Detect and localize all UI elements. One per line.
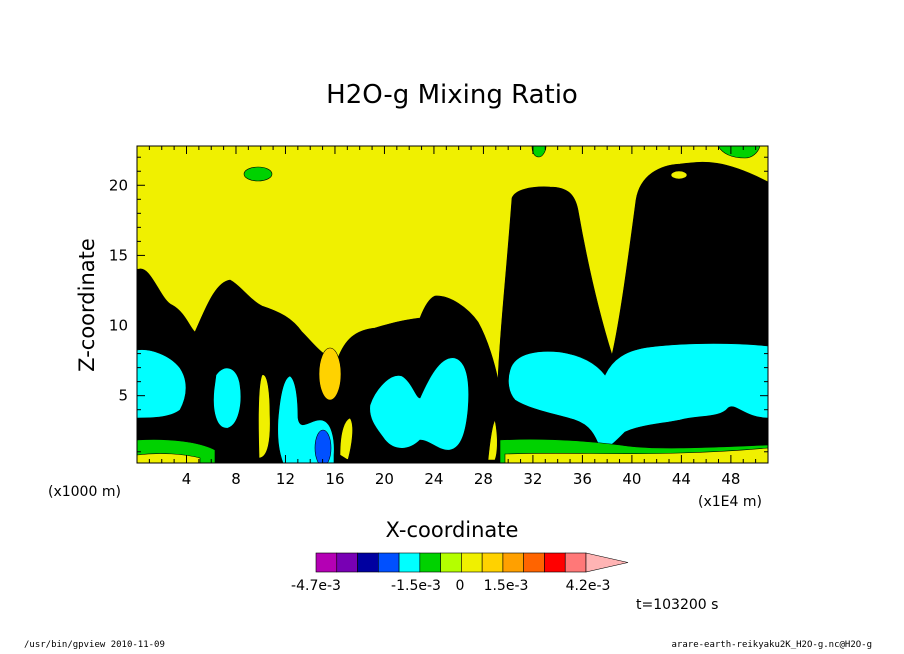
colorbar-swatch — [502, 552, 524, 573]
x-tick-label: 8 — [231, 470, 241, 488]
x-tick-label: 20 — [375, 470, 394, 488]
colorbar-label: -4.7e-3 — [291, 578, 341, 594]
colorbar-label: -1.5e-3 — [391, 578, 441, 594]
contour-cyan-2 — [213, 367, 242, 429]
plot-frame — [136, 145, 769, 464]
contour-yellow-gap-2 — [339, 417, 353, 461]
colorbar-swatch — [315, 552, 338, 573]
x-tick-label: 12 — [276, 470, 295, 488]
colorbar-swatch — [378, 552, 400, 573]
contour-cyan-left — [137, 349, 187, 419]
contour-cyan-4 — [369, 357, 469, 451]
colorbar-arrow — [585, 552, 629, 573]
colorbar-swatch — [357, 552, 379, 573]
colorbar-label: 1.5e-3 — [484, 578, 529, 594]
y-tick-label: 20 — [109, 176, 128, 194]
x-tick-label: 36 — [573, 470, 592, 488]
contour-green-blob-1 — [243, 166, 273, 182]
x-tick-label: 28 — [474, 470, 493, 488]
y-tick-label: 10 — [109, 317, 128, 335]
y-tick-label: 15 — [109, 246, 128, 264]
contour-yellow-gap-1 — [258, 374, 271, 459]
colorbar-swatch — [440, 552, 462, 573]
colorbar-swatch — [419, 552, 441, 573]
contour-yellow-gap-3 — [487, 419, 498, 461]
colorbar-label: 0 — [456, 578, 465, 594]
contour-yellow-blob — [670, 170, 688, 180]
contour-plot — [137, 146, 768, 463]
contour-bottom-band-yellow — [137, 453, 201, 463]
colorbar-label: 4.2e-3 — [566, 578, 611, 594]
y-axis: 5 10 15 20 — [109, 156, 768, 453]
colorbar-swatch — [336, 552, 358, 573]
x-tick-label: 44 — [672, 470, 691, 488]
x-tick-label: 24 — [424, 470, 443, 488]
chart-title: H2O-g Mixing Ratio — [326, 80, 578, 110]
contour-cyan-right — [508, 343, 768, 449]
colorbar-labels: -4.7e-3 -1.5e-3 0 1.5e-3 4.2e-3 — [291, 578, 610, 594]
colorbar-swatch — [398, 552, 421, 573]
x-axis: 4 8 12 16 20 24 28 32 36 40 44 48 — [148, 146, 757, 488]
colorbar-swatch — [564, 552, 587, 573]
y-tick-label: 5 — [118, 387, 128, 405]
contour-orange-blob — [318, 347, 342, 401]
y-axis-label: Z-coordinate — [75, 238, 99, 372]
x-tick-label: 48 — [721, 470, 740, 488]
x-tick-label: 40 — [622, 470, 641, 488]
colorbar-swatch — [544, 552, 566, 573]
x-axis-label: X-coordinate — [386, 518, 519, 542]
x-tick-label: 4 — [182, 470, 192, 488]
contour-blue-blob — [314, 429, 332, 463]
footer-right: arare-earth-reikyaku2K_H2O-g.nc@H2O-g — [671, 640, 872, 650]
colorbar-swatch — [481, 552, 504, 573]
y-scale-label: (x1000 m) — [48, 484, 121, 500]
x-tick-label: 32 — [523, 470, 542, 488]
colorbar-swatch — [461, 552, 483, 573]
x-tick-label: 16 — [325, 470, 344, 488]
footer-left: /usr/bin/gpview 2010-11-09 — [24, 640, 165, 650]
colorbar — [315, 552, 629, 573]
x-scale-label: (x1E4 m) — [698, 494, 762, 510]
colorbar-swatch — [523, 552, 545, 573]
contour-bottom-band-right-yellow — [504, 447, 768, 463]
time-label: t=103200 s — [636, 597, 718, 613]
contour-green-blob-3 — [717, 146, 761, 159]
